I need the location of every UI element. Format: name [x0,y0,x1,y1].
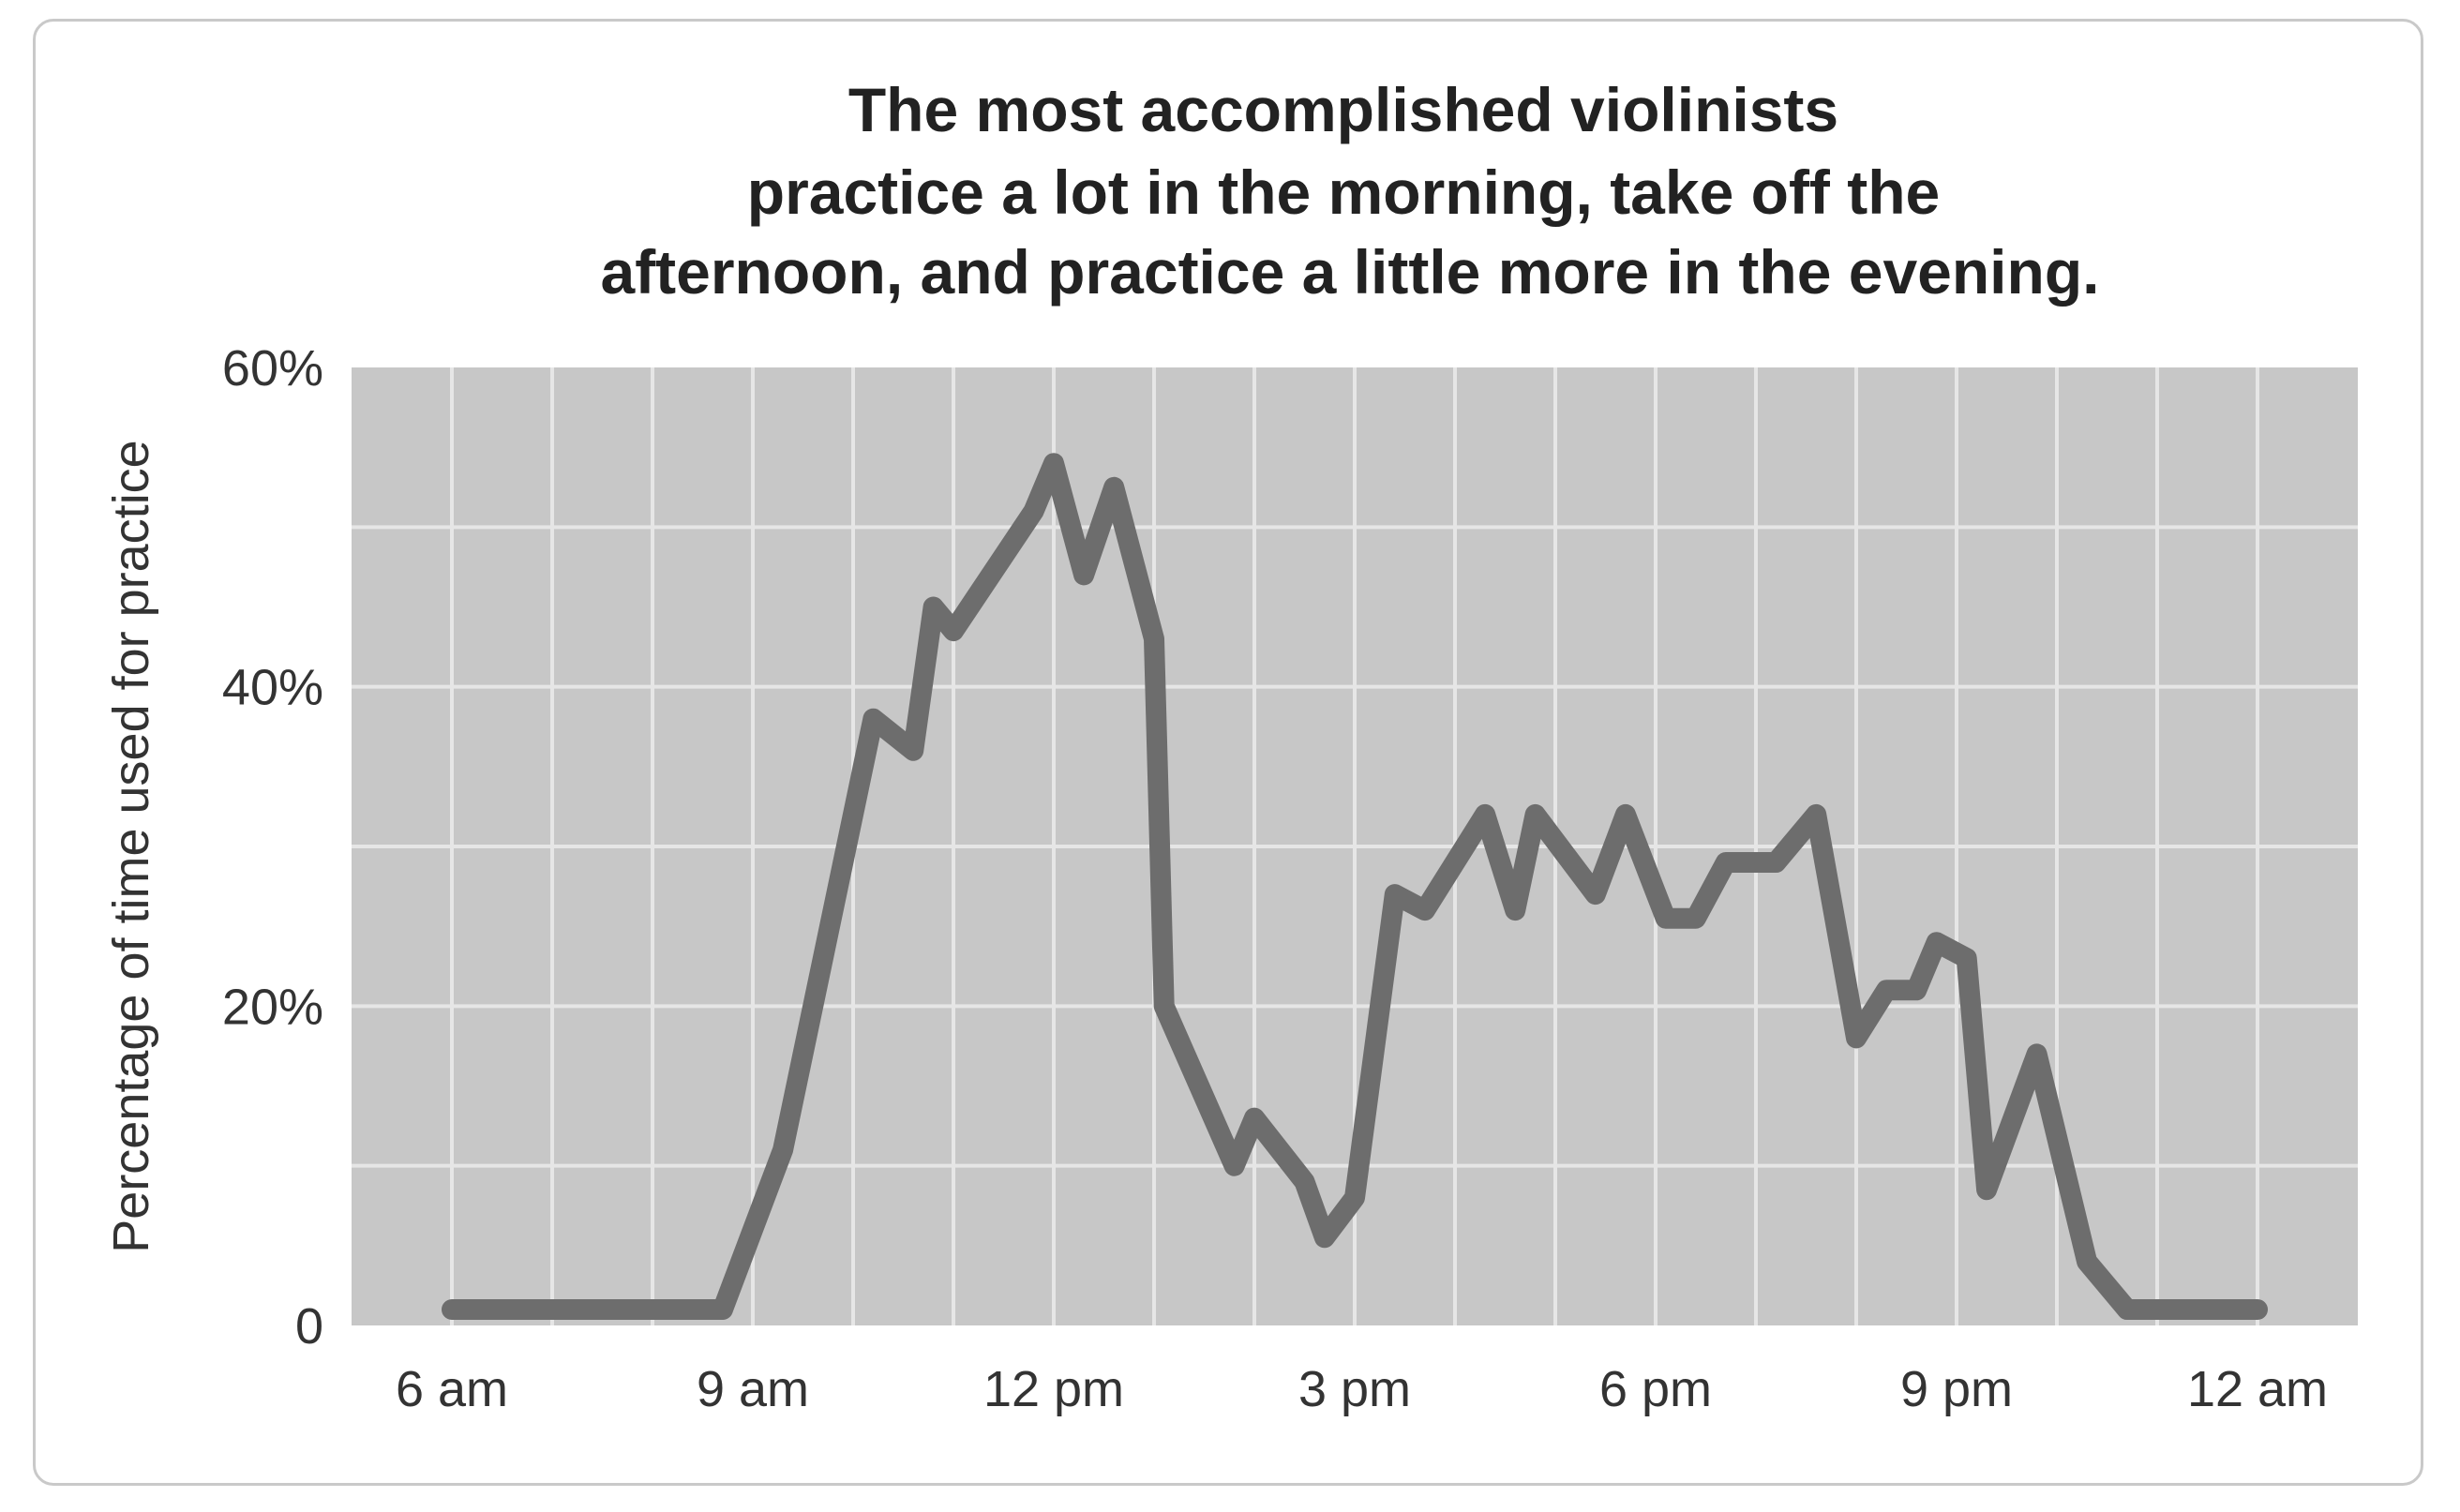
series [442,453,2268,1320]
y-axis: 0 20% 40% 60% [222,340,323,1355]
x-tick-label: 12 am [2187,1361,2328,1417]
chart-title-line-1: The most accomplished violinists [848,75,1838,144]
chart-title: The most accomplished violinists practic… [601,75,2100,307]
x-axis: 6 am 9 am 12 pm 3 pm 6 pm 9 pm 12 am [396,1361,2328,1417]
chart-title-line-3: afternoon, and practice a little more in… [601,237,2100,307]
y-tick-label: 40% [222,660,323,716]
grid [352,367,2358,1325]
x-tick-label: 6 am [396,1361,508,1417]
y-tick-label: 0 [295,1298,323,1355]
x-tick-label: 9 am [697,1361,809,1417]
y-axis-label: Percentage of time used for practice [103,440,159,1252]
x-tick-label: 12 pm [983,1361,1124,1417]
y-tick-label: 20% [222,979,323,1035]
series-line [442,453,2268,1320]
x-tick-label: 3 pm [1298,1361,1411,1417]
chart-title-line-2: practice a lot in the morning, take off … [747,157,1941,227]
x-tick-label: 6 pm [1599,1361,1712,1417]
y-tick-label: 60% [222,340,323,397]
x-tick-label: 9 pm [1900,1361,2013,1417]
